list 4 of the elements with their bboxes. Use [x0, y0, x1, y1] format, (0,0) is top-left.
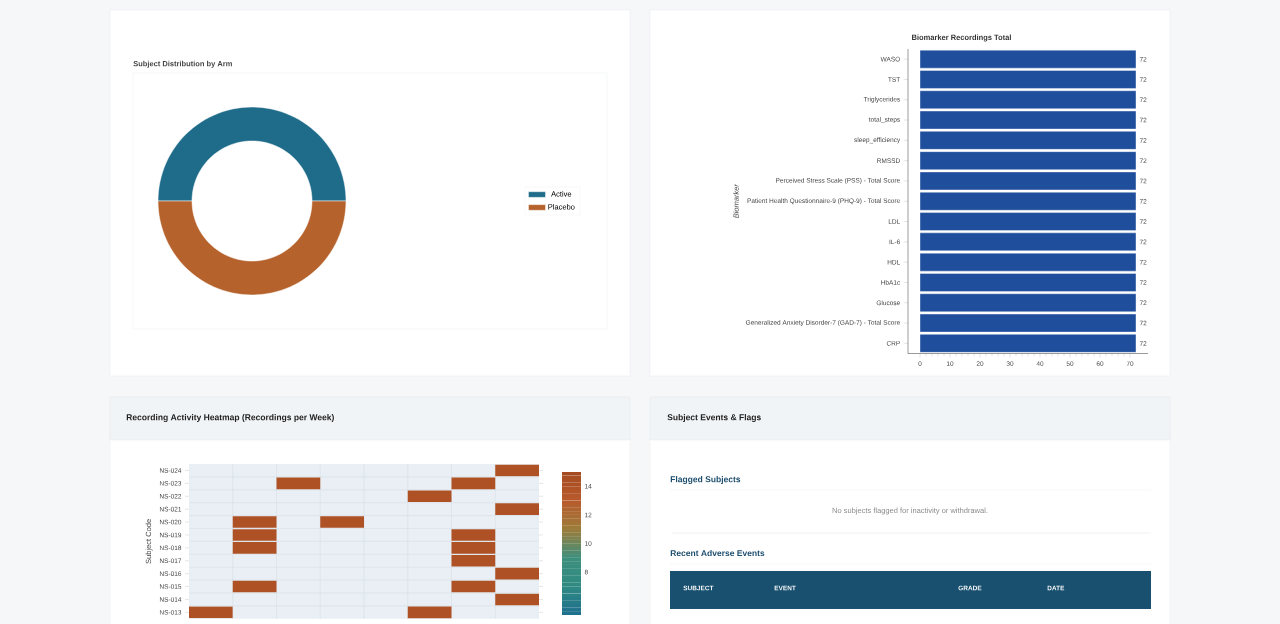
text: Recent Adverse Events — [670, 549, 765, 557]
text: Subject Events & Flags — [667, 414, 761, 422]
chart-title: Recording Activity Heatmap (Recordings per Week) — [126, 414, 334, 422]
text: Flagged Subjects — [670, 476, 741, 484]
